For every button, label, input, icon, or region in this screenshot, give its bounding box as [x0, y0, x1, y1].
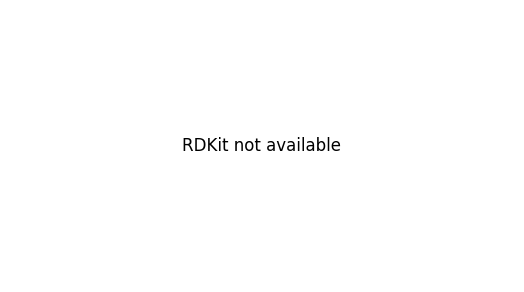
Text: RDKit not available: RDKit not available — [182, 137, 342, 155]
